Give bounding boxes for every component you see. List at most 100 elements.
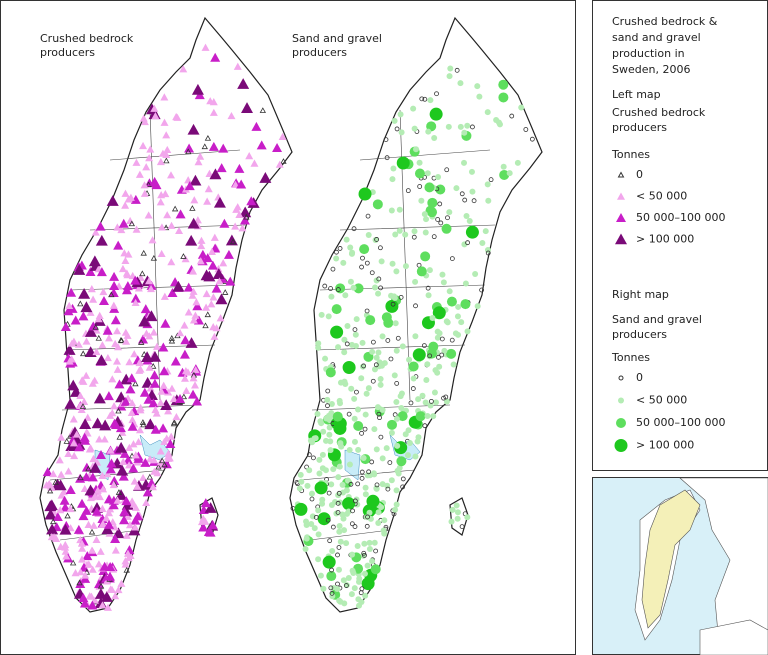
producer-marker: [246, 196, 257, 206]
producer-marker: [446, 73, 453, 80]
producer-marker: [308, 521, 315, 528]
producer-marker: [82, 371, 91, 379]
producer-marker: [412, 278, 419, 285]
producer-marker: [485, 250, 491, 256]
producer-marker: [223, 249, 234, 259]
producer-marker: [128, 463, 139, 473]
producer-marker: [315, 340, 322, 347]
producer-marker: [145, 154, 154, 162]
producer-marker: [77, 498, 88, 508]
producer-marker: [241, 102, 254, 113]
producer-marker: [165, 454, 174, 462]
producer-marker: [170, 356, 181, 366]
producer-marker: [149, 378, 160, 388]
producer-marker: [348, 591, 355, 598]
producer-marker: [427, 207, 438, 218]
legend-item: 50 000–100 000: [636, 211, 725, 224]
producer-marker: [56, 505, 65, 514]
producer-marker: [443, 394, 449, 400]
producer-marker: [188, 267, 197, 275]
producer-marker: [117, 579, 126, 587]
producer-marker: [94, 588, 107, 599]
producer-marker: [105, 464, 116, 474]
producer-marker: [429, 107, 443, 121]
producer-marker: [416, 262, 422, 268]
producer-marker: [214, 265, 223, 273]
producer-marker: [334, 585, 341, 592]
producer-marker: [133, 482, 142, 490]
producer-marker: [87, 285, 96, 293]
producer-marker: [353, 421, 364, 432]
producer-marker: [446, 288, 453, 295]
producer-marker: [343, 583, 349, 588]
producer-marker: [136, 406, 145, 414]
producer-marker: [396, 456, 407, 467]
producer-marker: [347, 278, 354, 285]
producer-marker: [405, 188, 411, 194]
producer-marker: [372, 199, 383, 210]
producer-marker: [272, 142, 283, 152]
producer-marker: [77, 474, 84, 481]
producer-marker: [354, 389, 359, 395]
producer-marker: [394, 126, 400, 132]
producer-marker: [297, 471, 304, 478]
producer-marker: [434, 369, 441, 376]
producer-marker: [450, 361, 457, 368]
producer-marker: [125, 461, 134, 469]
producer-marker: [393, 398, 400, 405]
producer-marker: [375, 509, 382, 516]
legend-title: production in: [612, 47, 685, 60]
producer-marker: [79, 598, 90, 608]
producer-marker: [157, 387, 166, 395]
producer-marker: [518, 104, 525, 111]
producer-marker: [302, 545, 309, 552]
producer-marker: [303, 518, 310, 525]
producer-marker: [349, 521, 355, 527]
producer-marker: [381, 312, 392, 323]
producer-marker: [183, 282, 194, 292]
producer-marker: [119, 506, 130, 516]
producer-marker: [343, 236, 350, 243]
producer-marker: [341, 336, 348, 343]
producer-marker: [102, 514, 111, 522]
producer-marker: [128, 452, 136, 459]
producer-marker: [94, 560, 103, 568]
producer-marker: [344, 341, 350, 347]
producer-marker: [498, 79, 509, 90]
producer-marker: [323, 437, 330, 444]
legend-symbol: [615, 233, 627, 245]
producer-marker: [361, 550, 367, 556]
producer-marker: [315, 531, 322, 538]
producer-marker: [315, 507, 322, 514]
producer-marker: [317, 572, 324, 579]
producer-marker: [99, 561, 110, 571]
producer-marker: [425, 285, 431, 291]
producer-marker: [168, 335, 175, 341]
producer-marker: [318, 420, 325, 427]
producer-marker: [57, 491, 66, 499]
producer-marker: [64, 398, 77, 409]
producer-marker: [449, 256, 455, 262]
producer-marker: [142, 163, 151, 171]
producer-marker: [64, 449, 73, 458]
producer-marker: [370, 339, 376, 345]
producer-marker: [140, 181, 149, 189]
producer-marker: [435, 174, 442, 181]
producer-marker: [81, 571, 90, 579]
producer-marker: [46, 523, 59, 535]
legend-item: > 100 000: [636, 439, 694, 452]
producer-marker: [139, 270, 146, 277]
producer-marker: [150, 254, 158, 261]
producer-marker: [155, 463, 162, 470]
producer-marker: [342, 292, 349, 299]
producer-marker: [207, 300, 216, 308]
producer-marker: [175, 393, 186, 403]
producer-marker: [124, 195, 133, 203]
legend-title: Sweden, 2006: [612, 63, 690, 76]
producer-marker: [509, 113, 515, 119]
producer-marker: [359, 430, 364, 436]
producer-marker: [424, 412, 431, 419]
map-title: Sand and gravel: [292, 32, 382, 45]
producer-marker: [385, 338, 391, 343]
producer-marker: [76, 391, 85, 399]
